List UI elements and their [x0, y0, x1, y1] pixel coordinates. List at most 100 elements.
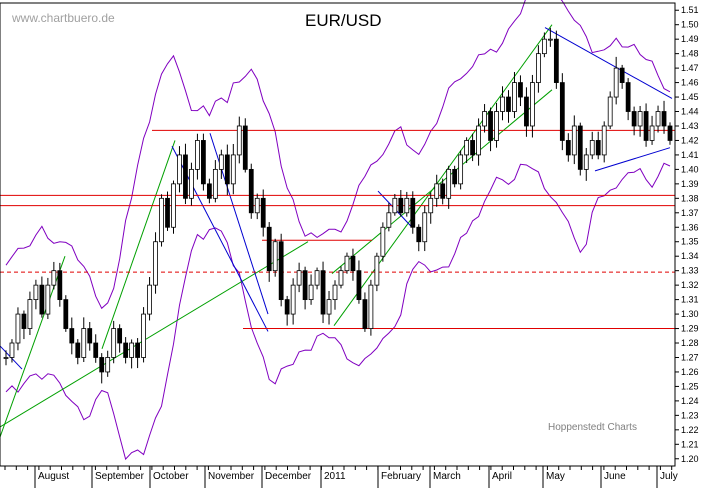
- x-month-label: April: [492, 471, 512, 482]
- candle-body: [518, 82, 523, 98]
- x-month-label: November: [208, 471, 255, 482]
- candle-body: [380, 226, 386, 257]
- candle-body: [236, 125, 242, 156]
- y-tick-label: 1.42: [681, 135, 699, 145]
- y-tick-label: 1.49: [681, 34, 699, 44]
- candle-body: [314, 270, 320, 286]
- y-tick-label: 1.36: [681, 222, 699, 232]
- y-tick-label: 1.24: [681, 396, 699, 406]
- horizontal-level-layer: [0, 129, 675, 330]
- candle-body: [577, 125, 583, 170]
- x-month-label: June: [604, 471, 626, 482]
- candle-body: [386, 212, 392, 228]
- candle-body: [446, 168, 452, 199]
- candle-body: [278, 241, 284, 301]
- candle-body: [302, 270, 308, 301]
- candle-body: [416, 226, 422, 243]
- y-tick-label: 1.23: [681, 410, 699, 420]
- candle-body: [189, 168, 194, 199]
- candle-body: [177, 154, 182, 185]
- uptrend-line: [331, 89, 553, 274]
- candle-body: [254, 197, 260, 214]
- candle-body: [141, 313, 146, 358]
- candle-body: [15, 313, 21, 344]
- x-month-label: March: [433, 471, 461, 482]
- candle-body: [290, 284, 296, 315]
- y-tick-label: 1.48: [681, 49, 699, 59]
- candle-body: [195, 140, 200, 170]
- bollinger-upper: [5, 0, 671, 310]
- candle-body: [583, 154, 589, 170]
- candle-body: [123, 342, 129, 358]
- x-month-label: August: [38, 471, 69, 482]
- candle-body: [541, 38, 547, 55]
- candle-body: [476, 125, 481, 156]
- candle-body: [595, 140, 601, 156]
- candle-body: [117, 328, 123, 344]
- candle-body: [266, 226, 272, 272]
- candle-body: [565, 140, 571, 156]
- downtrend-line: [171, 146, 269, 332]
- y-tick-label: 1.37: [681, 208, 699, 218]
- candle-body: [111, 328, 117, 358]
- y-tick-label: 1.26: [681, 367, 699, 377]
- y-tick-label: 1.40: [681, 164, 699, 174]
- y-tick-label: 1.39: [681, 179, 699, 189]
- candle-body: [601, 125, 607, 156]
- candle-body: [45, 284, 51, 315]
- candle-body: [356, 270, 362, 301]
- candle-body: [667, 125, 673, 141]
- y-tick-label: 1.51: [681, 5, 699, 15]
- watermark: www.chartbuero.de: [11, 11, 115, 25]
- candle-body: [392, 197, 398, 214]
- downtrend-line: [594, 147, 671, 172]
- candle-body: [553, 38, 559, 83]
- y-tick-label: 1.35: [681, 237, 699, 247]
- x-month-label: July: [660, 471, 678, 482]
- y-tick-label: 1.30: [681, 309, 699, 319]
- y-tick-label: 1.31: [681, 295, 699, 305]
- candle-body: [655, 111, 661, 127]
- candle-body: [135, 342, 140, 358]
- candle-body: [129, 342, 135, 358]
- candle-body: [637, 111, 643, 127]
- candle-body: [434, 183, 440, 199]
- candle-body: [482, 111, 487, 127]
- y-tick-label: 1.22: [681, 425, 699, 435]
- candle-body: [260, 197, 266, 228]
- y-tick-label: 1.28: [681, 338, 699, 348]
- y-tick-label: 1.32: [681, 280, 699, 290]
- candle-body: [296, 270, 302, 286]
- candle-body: [398, 197, 404, 214]
- y-tick-label: 1.21: [681, 439, 699, 449]
- candle-body: [212, 168, 218, 199]
- candle-body: [57, 270, 63, 301]
- candle-body: [81, 328, 87, 358]
- candle-body: [87, 328, 93, 344]
- x-month-label: 2011: [324, 471, 346, 482]
- uptrend-line: [333, 24, 553, 326]
- candle-body: [224, 154, 230, 185]
- candle-body: [500, 96, 505, 112]
- y-tick-label: 1.34: [681, 251, 699, 261]
- candle-body: [326, 299, 332, 315]
- y-tick-label: 1.46: [681, 78, 699, 88]
- candle-body: [631, 111, 637, 127]
- candle-body: [350, 255, 356, 272]
- candle-body: [661, 111, 667, 127]
- candle-body: [93, 342, 99, 358]
- bollinger-lower: [5, 162, 671, 461]
- downtrend-line: [544, 27, 673, 99]
- candle-body: [428, 197, 434, 214]
- candle-body: [39, 284, 45, 315]
- candle-body: [308, 284, 314, 301]
- candle-body: [75, 342, 81, 358]
- candle-body: [440, 183, 446, 199]
- plot-frame: [0, 2, 676, 467]
- candle-body: [206, 183, 212, 199]
- y-tick-label: 1.45: [681, 92, 699, 102]
- candle-body: [9, 342, 15, 358]
- candle-body: [458, 154, 464, 185]
